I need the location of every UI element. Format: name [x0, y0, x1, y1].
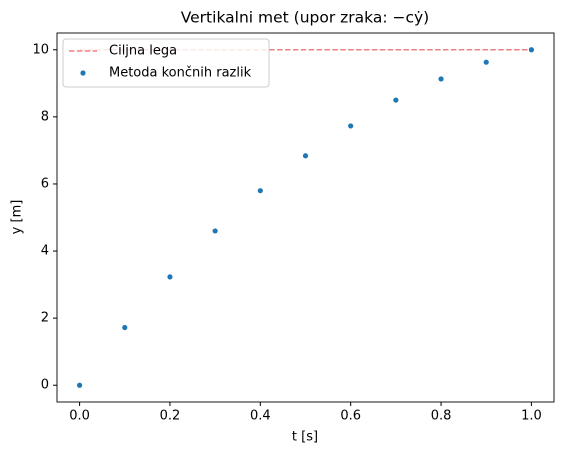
y-tick-label: 0 [41, 378, 49, 393]
x-tick-label: 0.6 [340, 409, 361, 424]
data-point [76, 382, 83, 388]
legend-swatch [80, 70, 86, 76]
data-point [167, 274, 173, 280]
x-tick-label: 0.0 [69, 409, 90, 424]
x-tick-label: 0.2 [160, 409, 181, 424]
y-axis-label: y [m] [10, 200, 25, 235]
data-point [438, 76, 444, 82]
y-tick-label: 8 [41, 109, 49, 124]
data-point [212, 228, 218, 234]
x-axis-label: t [s] [292, 430, 318, 445]
data-point [393, 97, 399, 103]
legend-label: Ciljna lega [109, 44, 177, 59]
y-tick-label: 4 [41, 244, 49, 259]
plot-frame [56, 32, 555, 403]
data-point [528, 47, 535, 53]
x-tick-label: 0.8 [431, 409, 452, 424]
y-tick-label: 6 [41, 176, 49, 191]
legend-box [62, 38, 270, 88]
data-point [302, 153, 309, 159]
data-point [122, 324, 128, 331]
data-point [483, 59, 489, 65]
y-tick-label: 10 [32, 42, 49, 57]
data-point [257, 188, 263, 194]
legend-label: Metoda končnih razlik [109, 66, 252, 81]
y-tick-label: 2 [41, 311, 49, 326]
x-tick-label: 0.4 [250, 409, 271, 424]
x-tick-label: 1.0 [521, 409, 542, 424]
chart-title: Vertikalni met (upor zraka: −cẏ) [181, 9, 429, 27]
data-point [348, 123, 354, 129]
